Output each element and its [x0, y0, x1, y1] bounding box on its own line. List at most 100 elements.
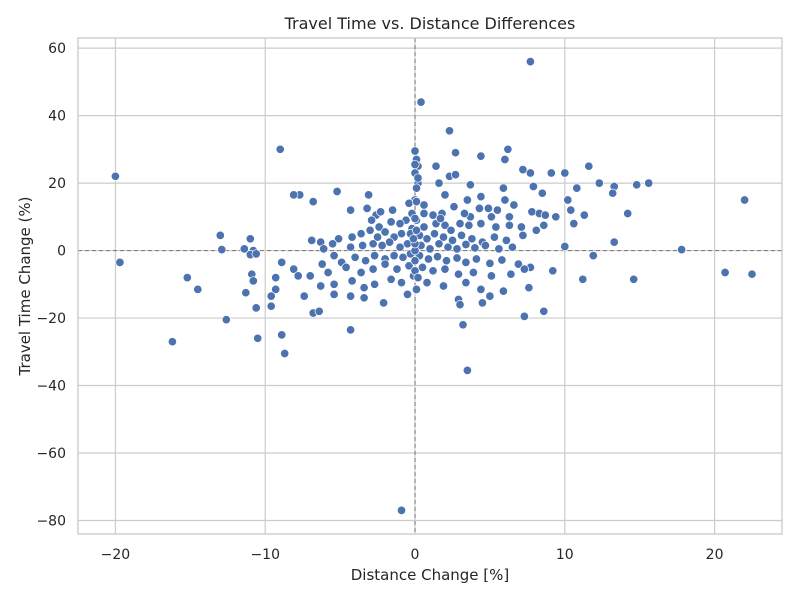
data-point — [584, 161, 594, 171]
data-point — [413, 173, 423, 183]
data-point — [367, 215, 377, 225]
data-point — [438, 232, 449, 242]
data-point — [494, 244, 504, 254]
data-point — [422, 278, 432, 288]
data-point — [356, 267, 366, 278]
y-tick-label: −20 — [36, 311, 66, 327]
data-point — [431, 161, 441, 171]
data-point — [563, 195, 573, 205]
data-point — [411, 183, 422, 193]
x-tick-label: −10 — [250, 547, 280, 563]
data-point — [305, 271, 315, 281]
data-point — [271, 273, 281, 283]
data-point — [540, 210, 550, 220]
data-point — [500, 154, 510, 165]
data-point — [410, 159, 420, 170]
data-point — [452, 244, 462, 254]
data-point — [266, 301, 276, 311]
data-point — [239, 244, 249, 254]
data-point — [380, 259, 390, 269]
data-point — [500, 195, 510, 205]
data-point — [359, 283, 369, 293]
data-point — [537, 188, 547, 198]
data-point — [182, 273, 192, 283]
data-point — [560, 241, 570, 252]
y-tick-label: −80 — [36, 514, 66, 530]
data-point — [486, 212, 496, 222]
data-point — [455, 300, 465, 310]
y-tick-label: 0 — [57, 244, 66, 260]
data-point — [411, 225, 422, 235]
data-point — [539, 220, 549, 230]
data-point — [476, 151, 486, 161]
data-point — [332, 186, 342, 197]
data-point — [271, 284, 281, 294]
data-point — [438, 281, 449, 291]
data-point — [461, 239, 471, 250]
data-point — [474, 203, 484, 213]
data-point — [506, 269, 516, 279]
data-point — [419, 200, 429, 210]
data-point — [440, 190, 450, 200]
data-point — [507, 242, 517, 252]
data-point — [450, 148, 461, 158]
data-point — [365, 225, 375, 235]
data-point — [362, 203, 372, 213]
data-point — [467, 234, 477, 244]
data-point — [471, 254, 481, 264]
data-point — [323, 267, 333, 278]
data-point — [277, 330, 287, 340]
data-point — [464, 220, 474, 230]
data-point — [334, 234, 344, 244]
data-point — [307, 235, 317, 245]
data-point — [629, 274, 639, 284]
data-point — [193, 284, 203, 294]
x-tick-label: 20 — [706, 547, 724, 563]
data-point — [461, 257, 471, 267]
data-point — [277, 257, 287, 267]
data-point — [386, 274, 396, 284]
data-point — [449, 202, 459, 212]
data-point — [644, 178, 654, 188]
y-axis-label: Travel Time Change (%) — [16, 197, 34, 377]
data-point — [429, 229, 440, 239]
data-point — [423, 254, 434, 264]
data-point — [491, 222, 501, 232]
data-point — [440, 264, 450, 274]
data-point — [314, 306, 324, 316]
data-point — [498, 183, 508, 193]
data-point — [110, 171, 120, 181]
data-point — [486, 271, 496, 281]
data-point — [396, 505, 407, 515]
data-point — [395, 242, 405, 252]
data-point — [446, 225, 456, 235]
data-point — [350, 252, 360, 262]
data-point — [404, 261, 414, 271]
data-point — [396, 278, 407, 288]
data-point — [167, 337, 177, 347]
data-point — [377, 240, 387, 251]
data-point — [524, 283, 534, 293]
data-point — [346, 242, 356, 252]
data-point — [525, 168, 535, 178]
data-point — [476, 219, 486, 229]
data-point — [447, 235, 458, 245]
data-point — [373, 232, 383, 242]
data-point — [456, 230, 467, 240]
data-point — [346, 291, 356, 301]
data-point — [358, 240, 368, 251]
grid-lines — [78, 38, 782, 534]
data-point — [594, 178, 604, 188]
data-point — [539, 306, 549, 316]
data-point — [417, 262, 428, 272]
data-point — [374, 222, 384, 232]
data-point — [434, 239, 444, 249]
data-point — [450, 170, 461, 180]
data-point — [370, 279, 380, 289]
data-point — [525, 57, 535, 67]
data-point — [328, 239, 338, 249]
data-point — [380, 227, 390, 237]
data-point — [251, 249, 261, 259]
data-point — [413, 273, 423, 283]
